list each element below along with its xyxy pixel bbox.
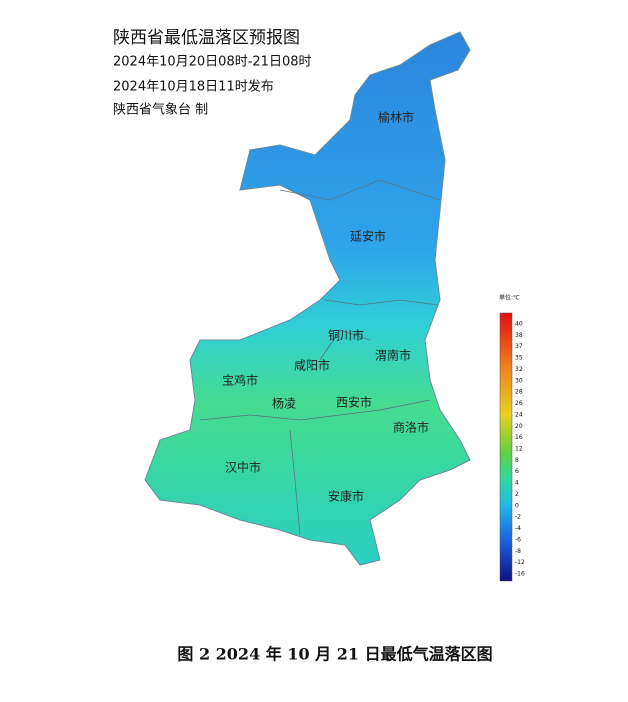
city-label: 商洛市	[393, 420, 429, 435]
legend-tick-label: 28	[515, 389, 523, 396]
color-bar	[499, 312, 513, 582]
legend-unit: 单位:℃	[499, 294, 520, 302]
legend-tick-label: 35	[515, 355, 523, 362]
city-label: 杨凌	[272, 396, 296, 411]
city-label: 安康市	[328, 489, 364, 504]
valid-period: 2024年10月20日08时-21日08时	[113, 55, 312, 70]
legend-tick-label: 26	[515, 400, 523, 407]
legend-tick-label: 20	[515, 423, 523, 430]
city-label: 宝鸡市	[222, 373, 258, 388]
legend-tick-label: 40	[515, 321, 523, 328]
legend-tick-label: -6	[515, 536, 521, 543]
legend-tick-label: -4	[515, 525, 521, 532]
legend-tick-label: 2	[515, 491, 519, 498]
boundaries	[199, 179, 441, 536]
legend-tick-label: -16	[515, 571, 525, 578]
legend-tick-label: 16	[515, 434, 523, 441]
city-label: 榆林市	[378, 110, 414, 125]
legend-tick-label: 38	[515, 332, 523, 339]
city-label: 延安市	[350, 229, 386, 244]
legend-tick-label: 30	[515, 377, 523, 384]
city-label: 渭南市	[375, 348, 411, 363]
legend-tick-label: -8	[515, 548, 521, 555]
caption: 图 2 2024 年 10 月 21 日最低气温落区图	[177, 645, 492, 664]
legend-tick-label: 32	[515, 366, 523, 373]
city-label: 汉中市	[225, 460, 261, 475]
legend-tick-label: 6	[515, 468, 519, 475]
legend-tick-label: 12	[515, 446, 523, 453]
legend-tick-label: 0	[515, 502, 519, 509]
legend-tick-label: 37	[515, 343, 523, 350]
legend-tick-label: -12	[515, 559, 525, 566]
producer: 陕西省气象台 制	[113, 102, 208, 118]
legend-tick-label: 4	[515, 480, 519, 487]
city-label: 西安市	[336, 395, 372, 410]
legend-tick-label: 24	[515, 411, 523, 418]
map-title: 陕西省最低温落区预报图	[113, 28, 300, 48]
legend-tick-label: -2	[515, 514, 521, 521]
province-shape	[144, 31, 471, 566]
city-label: 铜川市	[328, 328, 364, 343]
legend-tick-label: 8	[515, 457, 519, 464]
city-label: 咸阳市	[294, 358, 330, 373]
issue-time: 2024年10月18日11时发布	[113, 79, 274, 95]
